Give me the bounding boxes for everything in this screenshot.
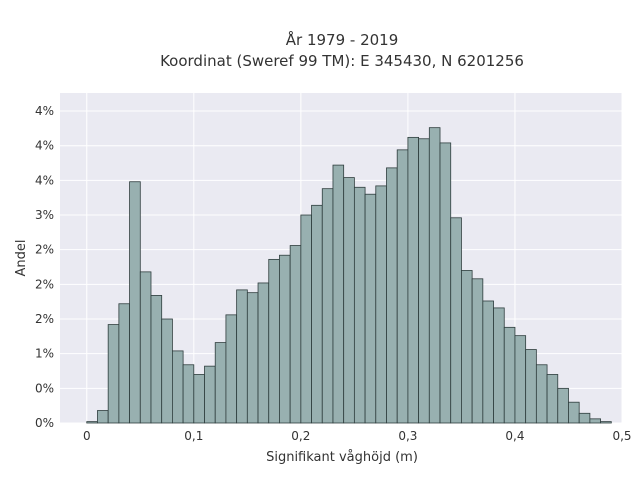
x-tick-label: 0,4 [505, 429, 524, 443]
histogram-bar [396, 149, 409, 424]
histogram-bar [450, 217, 462, 424]
histogram-bar [482, 300, 494, 424]
histogram-bar [353, 186, 366, 424]
y-tick-label: 4% [35, 139, 54, 153]
histogram-bar [161, 318, 173, 424]
y-tick-label: 4% [35, 104, 54, 118]
histogram-bar [525, 349, 537, 424]
histogram-bar [86, 421, 98, 424]
histogram-bar [321, 188, 334, 424]
histogram-bar [289, 245, 302, 424]
histogram-bar [118, 303, 130, 424]
x-axis-ticks: 0 0,1 0,2 0,3 0,4 0,5 [83, 429, 632, 443]
histogram-bar [225, 314, 238, 424]
bars [86, 127, 612, 424]
histogram-bar [600, 421, 612, 424]
histogram-bar [268, 258, 280, 424]
y-tick-label: 3% [35, 208, 54, 222]
x-axis-label: Signifikant våghöjd (m) [266, 450, 418, 465]
y-axis-label: Andel [14, 240, 29, 277]
histogram-bar [236, 289, 248, 424]
y-tick-label: 4% [35, 173, 54, 187]
histogram-bar [332, 164, 345, 424]
x-tick-label: 0,5 [612, 429, 631, 443]
histogram-bar [557, 387, 569, 424]
histogram-bar [514, 335, 527, 424]
histogram-bar [246, 292, 259, 424]
histogram-bar [493, 307, 505, 424]
x-tick-label: 0 [83, 429, 91, 443]
y-tick-label: 0% [35, 416, 54, 430]
histogram-bar [97, 410, 109, 424]
histogram-bar [311, 204, 323, 424]
histogram-bar [139, 271, 152, 424]
histogram-bar [129, 181, 141, 424]
x-tick-label: 0,1 [184, 429, 203, 443]
histogram-bar [578, 412, 591, 424]
histogram-bar [171, 350, 184, 424]
histogram-bar [375, 185, 387, 424]
histogram-bar [461, 270, 473, 424]
histogram-bar [214, 342, 227, 424]
histogram-bar [182, 364, 195, 424]
histogram-bar [568, 401, 580, 424]
y-tick-label: 2% [35, 243, 54, 257]
histogram-bar [546, 374, 559, 424]
histogram-bar [150, 295, 163, 424]
histogram-bar [364, 193, 377, 424]
histogram-bar [300, 214, 312, 424]
histogram-bar [428, 127, 441, 424]
histogram-bar [418, 138, 430, 424]
chart-title-line-2: Koordinat (Sweref 99 TM): E 345430, N 62… [160, 52, 524, 70]
histogram-bar [343, 177, 355, 424]
histogram-bar [439, 142, 452, 424]
histogram-bar [386, 167, 398, 424]
histogram-bar [589, 418, 601, 424]
x-tick-label: 0,2 [291, 429, 310, 443]
histogram-bar [407, 136, 420, 424]
y-tick-label: 1% [35, 347, 54, 361]
histogram-bar [535, 364, 548, 424]
histogram-bar [107, 324, 120, 424]
histogram-bar [193, 374, 205, 424]
y-axis-ticks: 0% 0% 1% 2% 2% 2% 3% 4% 4% 4% [35, 104, 54, 430]
y-tick-label: 0% [35, 381, 54, 395]
histogram-bar [471, 278, 484, 424]
histogram-bar [503, 326, 516, 424]
x-tick-label: 0,3 [398, 429, 417, 443]
y-tick-label: 2% [35, 312, 54, 326]
chart-title-line-1: År 1979 - 2019 [286, 30, 399, 49]
histogram-bar [204, 365, 216, 424]
y-tick-label: 2% [35, 277, 54, 291]
histogram-bar [279, 254, 291, 424]
histogram-bar [257, 282, 270, 424]
